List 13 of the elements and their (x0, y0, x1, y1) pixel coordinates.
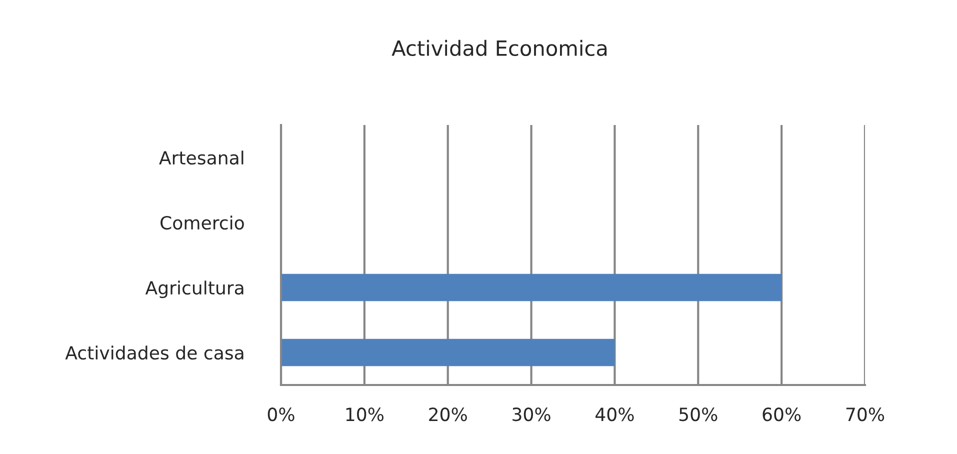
chart-title: Actividad Economica (392, 40, 607, 56)
x-tick-label: 30% (512, 408, 550, 422)
y-tick-label: Agricultura (145, 280, 244, 298)
x-tick-label: 70% (846, 408, 884, 422)
x-tick-label: 0% (268, 408, 294, 422)
y-tick-label: Artesanal (159, 150, 244, 165)
y-tick-label: Actividades de casa (65, 346, 244, 360)
x-tick-label: 60% (762, 408, 801, 422)
x-tick-label: 20% (429, 408, 467, 422)
x-tick-label: 50% (679, 408, 718, 422)
y-tick-label: Comercio (160, 216, 244, 230)
x-tick-label: 10% (346, 408, 384, 422)
x-tick-label: 40% (596, 408, 634, 422)
